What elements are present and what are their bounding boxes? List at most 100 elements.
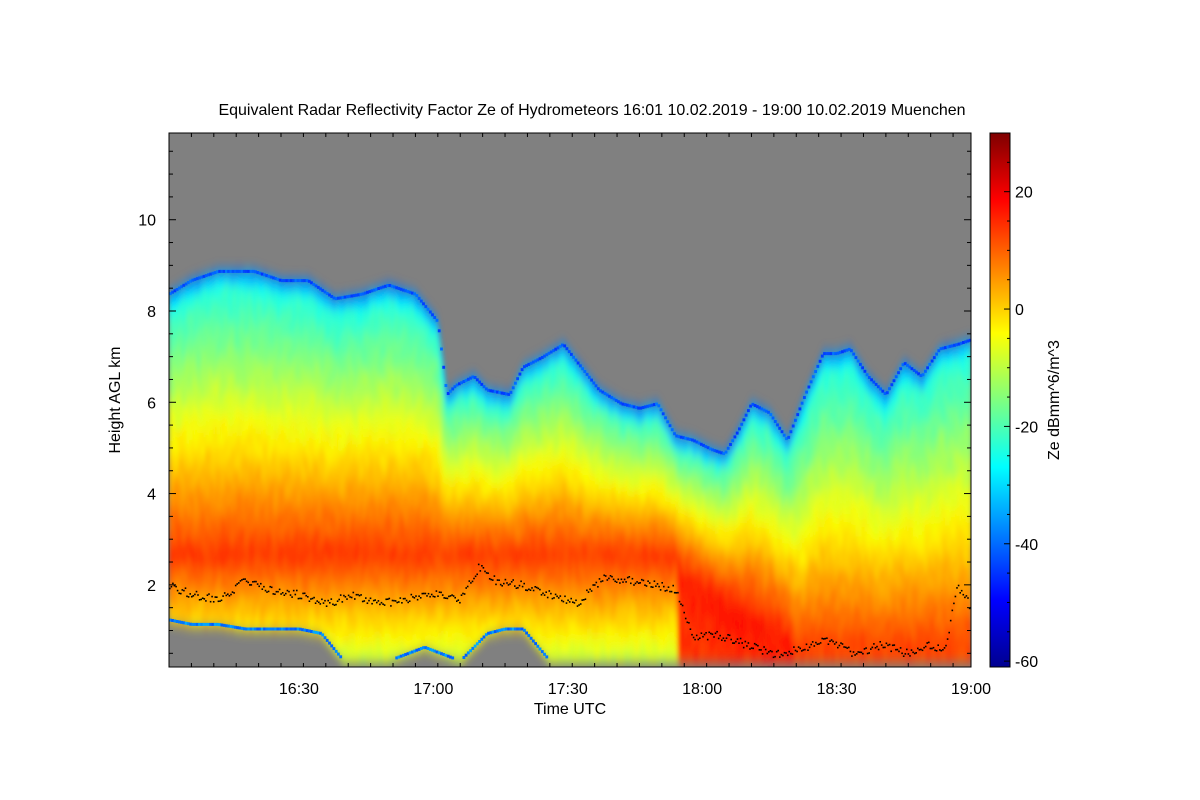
reflectivity-cell xyxy=(227,337,230,344)
reflectivity-cell xyxy=(171,326,174,333)
reflectivity-cell xyxy=(231,310,235,317)
reflectivity-cell xyxy=(242,548,246,555)
reflectivity-cell xyxy=(234,311,237,318)
reflectivity-cell xyxy=(213,330,217,337)
reflectivity-cell xyxy=(182,312,186,319)
reflectivity-cell xyxy=(189,609,192,616)
reflectivity-cell xyxy=(251,345,255,352)
reflectivity-cell xyxy=(175,453,179,460)
reflectivity-cell xyxy=(198,280,201,287)
reflectivity-cell xyxy=(238,306,242,313)
reflectivity-cell xyxy=(236,596,239,603)
reflectivity-cell xyxy=(175,294,179,301)
reflectivity-cell xyxy=(251,564,255,571)
reflectivity-cell xyxy=(234,420,237,427)
reflectivity-cell xyxy=(242,361,246,368)
reflectivity-cell xyxy=(171,298,174,305)
reflectivity-cell xyxy=(249,312,253,319)
reflectivity-cell xyxy=(182,366,186,373)
reflectivity-cell xyxy=(207,445,210,452)
reflectivity-cell xyxy=(209,406,213,413)
reflectivity-cell xyxy=(231,524,235,531)
reflectivity-cell xyxy=(171,293,174,300)
reflectivity-cell xyxy=(227,364,230,371)
reflectivity-cell xyxy=(207,384,210,391)
reflectivity-cell xyxy=(231,425,235,432)
reflectivity-cell xyxy=(211,483,215,490)
reflectivity-cell xyxy=(211,291,215,298)
reflectivity-cell xyxy=(247,444,251,451)
reflectivity-cell xyxy=(240,449,244,456)
reflectivity-cell xyxy=(216,341,219,348)
reflectivity-cell xyxy=(213,549,217,556)
reflectivity-cell xyxy=(191,554,195,561)
reflectivity-cell xyxy=(216,308,219,315)
reflectivity-cell xyxy=(207,401,210,408)
reflectivity-cell xyxy=(180,415,183,422)
reflectivity-cell xyxy=(242,290,246,297)
reflectivity-cell xyxy=(195,434,199,441)
chart-title: Equivalent Radar Reflectivity Factor Ze … xyxy=(218,102,965,119)
reflectivity-cell xyxy=(200,412,204,419)
reflectivity-cell xyxy=(178,453,181,460)
reflectivity-cell xyxy=(231,612,235,619)
reflectivity-cell xyxy=(238,525,242,532)
reflectivity-cell xyxy=(200,341,204,348)
reflectivity-cell xyxy=(251,619,255,626)
reflectivity-cell xyxy=(234,519,237,526)
reflectivity-cell xyxy=(182,345,186,352)
reflectivity-cell xyxy=(220,418,224,425)
reflectivity-cell xyxy=(169,561,172,568)
reflectivity-cell xyxy=(218,313,222,320)
reflectivity-cell xyxy=(216,319,219,326)
reflectivity-cell xyxy=(218,330,222,337)
reflectivity-cell xyxy=(211,609,215,616)
reflectivity-cell xyxy=(227,512,230,519)
reflectivity-cell xyxy=(182,476,186,483)
reflectivity-cell xyxy=(247,395,251,402)
reflectivity-cell xyxy=(229,310,233,317)
reflectivity-cell xyxy=(209,286,213,293)
reflectivity-cell xyxy=(245,608,248,615)
reflectivity-cell xyxy=(247,493,251,500)
reflectivity-cell xyxy=(200,450,204,457)
reflectivity-cell xyxy=(227,474,230,481)
reflectivity-cell xyxy=(213,500,217,507)
reflectivity-cell xyxy=(189,587,192,594)
reflectivity-cell xyxy=(216,565,219,572)
reflectivity-cell xyxy=(209,341,213,348)
reflectivity-cell xyxy=(245,301,248,308)
reflectivity-cell xyxy=(171,381,174,388)
reflectivity-cell xyxy=(169,435,172,442)
reflectivity-cell xyxy=(171,441,174,448)
reflectivity-cell xyxy=(231,546,235,553)
reflectivity-cell xyxy=(195,538,199,545)
reflectivity-cell xyxy=(195,467,199,474)
reflectivity-cell xyxy=(186,329,190,336)
reflectivity-cell xyxy=(211,374,215,381)
reflectivity-cell xyxy=(173,452,177,459)
reflectivity-cell xyxy=(200,489,204,496)
reflectivity-cell xyxy=(220,374,224,381)
reflectivity-cell xyxy=(236,355,239,362)
reflectivity-cell xyxy=(227,589,230,596)
reflectivity-cell xyxy=(245,471,248,478)
reflectivity-cell xyxy=(229,304,233,311)
reflectivity-cell xyxy=(191,302,195,309)
reflectivity-cell xyxy=(251,608,255,615)
reflectivity-cell xyxy=(175,327,179,334)
reflectivity-cell xyxy=(245,351,248,358)
reflectivity-cell xyxy=(234,459,237,466)
reflectivity-cell xyxy=(227,315,230,322)
reflectivity-cell xyxy=(189,510,192,517)
reflectivity-cell xyxy=(225,282,228,289)
reflectivity-cell xyxy=(198,576,201,583)
reflectivity-cell xyxy=(247,296,251,303)
reflectivity-cell xyxy=(211,571,215,578)
reflectivity-cell xyxy=(204,335,208,342)
reflectivity-cell xyxy=(191,445,195,452)
reflectivity-cell xyxy=(213,582,217,589)
reflectivity-cell xyxy=(198,423,201,430)
reflectivity-cell xyxy=(247,592,251,599)
reflectivity-cell xyxy=(169,386,172,393)
